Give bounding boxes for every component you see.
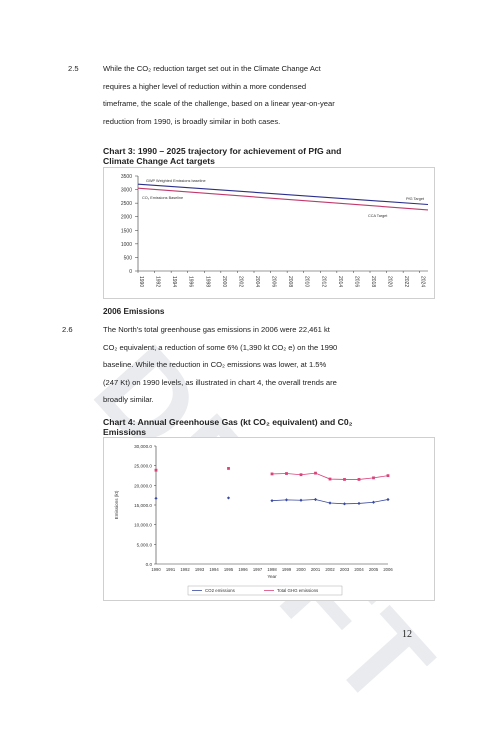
x-tick-label: 1994 <box>209 567 219 572</box>
section-2-5-line: requires a higher level of reduction wit… <box>103 81 307 91</box>
x-axis-label: Year <box>267 574 277 579</box>
series-line <box>271 472 389 480</box>
series-line <box>137 187 429 211</box>
x-tick-label: 2020 <box>387 276 393 287</box>
x-tick-label: 2018 <box>370 276 376 287</box>
x-tick-label: 2008 <box>287 276 293 287</box>
section-heading-2006-emissions: 2006 Emissions <box>103 307 165 316</box>
section-2-5-line: reduction from 1990, is broadly similar … <box>103 116 281 126</box>
x-tick-label: 2016 <box>353 276 359 287</box>
y-tick-label: 30,000.0 <box>134 444 152 449</box>
chart3-title-line: Chart 3: 1990 – 2025 trajectory for achi… <box>103 146 342 156</box>
x-tick-label: 2010 <box>304 276 310 287</box>
legend-label: CO2 emissions <box>205 588 236 593</box>
x-tick-label: 1999 <box>282 567 292 572</box>
x-tick-label: 2003 <box>340 567 350 572</box>
section-2-5-text: While the CO₂ reduction target set out i… <box>103 60 428 130</box>
chart4-title: Chart 4: Annual Greenhouse Gas (kt CO₂ e… <box>103 417 352 437</box>
chart3-title: Chart 3: 1990 – 2025 trajectory for achi… <box>103 146 341 166</box>
x-tick-label: 1992 <box>155 276 161 287</box>
y-tick-label: 1000 <box>121 242 132 248</box>
x-tick-label: 2000 <box>296 567 306 572</box>
x-tick-label: 1990 <box>151 567 161 572</box>
x-tick-label: 2024 <box>420 276 426 287</box>
x-tick-label: 1996 <box>238 567 248 572</box>
legend-box <box>187 585 343 596</box>
section-2-5-line: timeframe, the scale of the challenge, b… <box>103 99 335 108</box>
chart4-svg: 0.0 5,000.0 10,000.0 15,000.0 20,000.0 25,000… <box>114 444 393 596</box>
data-point <box>154 496 158 500</box>
x-tick-label: 2014 <box>337 276 343 287</box>
section-2-6-line: (247 Kt) on 1990 levels, as illustrated … <box>103 377 337 387</box>
annotation-label: GWP Weighted Emissions baseline <box>146 179 206 183</box>
chart4: 0.0 5,000.0 10,000.0 15,000.0 20,000.0 25,000… <box>103 437 435 601</box>
page-number: 12 <box>402 629 412 640</box>
annotation-label: CCA Target <box>368 214 388 218</box>
x-tick-label: 1994 <box>171 276 177 287</box>
annotation-label: PfG Target <box>406 197 425 201</box>
section-2-6-text: The North's total greenhouse gas emissio… <box>103 321 433 409</box>
chart4-title-line: Chart 4: Annual Greenhouse Gas (kt CO₂ e… <box>103 417 353 427</box>
y-tick-label: 5,000.0 <box>137 542 153 547</box>
x-tick-label: 2002 <box>237 276 243 287</box>
data-point <box>386 474 390 478</box>
section-2-6-line: broadly similar. <box>103 395 154 404</box>
series-line <box>271 499 389 505</box>
data-point <box>226 496 231 500</box>
x-tick-label: 2002 <box>325 567 335 572</box>
y-tick-label: 15,000.0 <box>134 503 152 508</box>
x-tick-label: 1998 <box>204 276 210 287</box>
x-tick-label: 2004 <box>354 567 364 572</box>
x-tick-label: 2022 <box>403 276 409 287</box>
data-point <box>270 499 274 503</box>
y-tick-label: 0.0 <box>146 562 153 567</box>
y-tick-label: 3000 <box>121 188 132 194</box>
x-tick-label: 1991 <box>166 567 176 572</box>
annotation-label: CO₂ Emissions Baseline <box>142 196 183 200</box>
chart3-svg: 0 500 1000 1500 2000 2500 3000 3500 1990 1992 1994… <box>121 174 429 287</box>
x-tick-label: 2012 <box>320 276 326 287</box>
y-tick-label: 10,000.0 <box>134 523 152 528</box>
x-tick-label: 1998 <box>267 567 277 572</box>
section-2-6-line: The North's total greenhouse gas emissio… <box>103 325 330 334</box>
y-tick-label: 3500 <box>121 174 132 180</box>
x-tick-label: 1997 <box>253 567 263 572</box>
x-tick-label: 1992 <box>180 567 190 572</box>
y-tick-label: 1500 <box>121 228 132 234</box>
x-tick-label: 2006 <box>383 567 393 572</box>
section-2-6-line: CO₂ equivalent, a reduction of some 6% (… <box>103 342 338 352</box>
y-tick-label: 25,000.0 <box>134 464 152 469</box>
chart3-title-line: Climate Change Act targets <box>103 156 215 166</box>
y-tick-label: 500 <box>124 255 133 261</box>
x-tick-label: 1993 <box>195 567 205 572</box>
series-line <box>137 183 429 206</box>
x-tick-label: 1990 <box>138 276 144 287</box>
y-tick-label: 2000 <box>121 215 132 221</box>
y-tick-label: 20,000.0 <box>134 483 152 488</box>
x-tick-label: 2000 <box>221 276 227 287</box>
y-axis-label: Emissions (kt) <box>114 490 119 519</box>
chart3: 0 500 1000 1500 2000 2500 3000 3500 1990 1992 1994… <box>103 167 435 299</box>
legend-label: Total GHG emissions <box>277 588 319 593</box>
x-tick-label: 1995 <box>224 567 234 572</box>
data-point <box>154 468 158 472</box>
section-number-2-5: 2.5 <box>68 64 79 73</box>
x-tick-label: 1996 <box>188 276 194 287</box>
x-tick-label: 2001 <box>311 567 321 572</box>
section-2-5-line: While the CO₂ reduction target set out i… <box>103 64 321 73</box>
x-tick-label: 2006 <box>271 276 277 287</box>
y-tick-label: 0 <box>129 269 132 275</box>
section-number-2-6: 2.6 <box>62 325 73 334</box>
x-tick-label: 2005 <box>369 567 379 572</box>
chart4-title-line: Emissions <box>103 427 146 437</box>
x-tick-label: 2004 <box>254 276 260 287</box>
y-tick-label: 2500 <box>121 201 132 207</box>
section-2-6-line: baseline. While the reduction in CO₂ emi… <box>103 360 327 369</box>
data-point <box>227 467 230 470</box>
